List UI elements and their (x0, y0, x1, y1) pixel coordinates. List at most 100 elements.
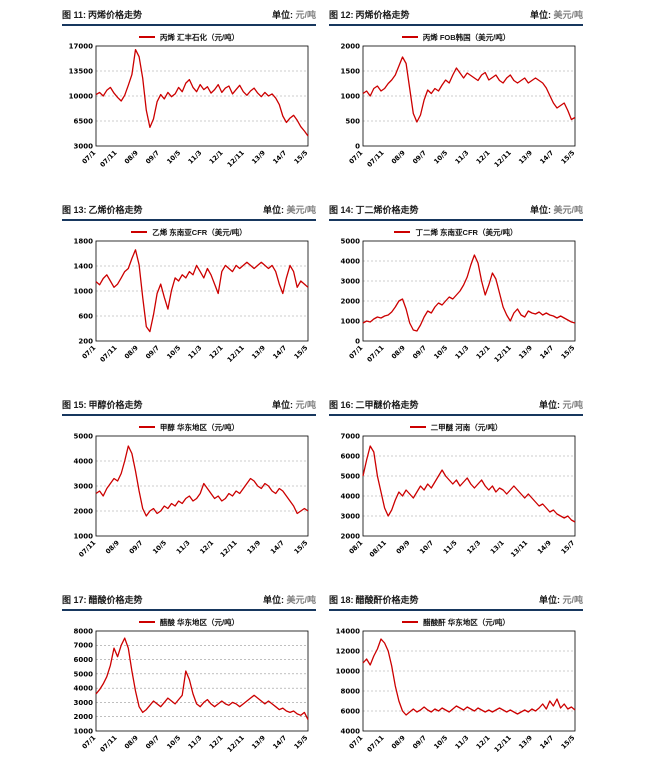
svg-text:3000: 3000 (341, 277, 361, 285)
legend-label: 丙烯 汇丰石化（元/吨） (159, 32, 240, 42)
svg-text:12/11: 12/11 (226, 343, 246, 363)
price-line-chart: 2000 3000 4000 5000 6000 7000 08/1 08/11 09/9 10/… (341, 432, 577, 558)
svg-text:12/1: 12/1 (475, 343, 492, 360)
svg-text:0: 0 (355, 142, 360, 150)
svg-text:07/11: 07/11 (365, 148, 385, 168)
unit-prefix: 单位: (262, 205, 284, 215)
chart-legend: 二甲醚 河南（元/吨） (329, 422, 583, 432)
figure-header: 图 11: 丙烯价格走势 单位: 元/吨 (62, 8, 316, 26)
svg-text:1400: 1400 (74, 262, 94, 270)
svg-text:13/9: 13/9 (517, 148, 534, 165)
legend-line-icon (138, 621, 155, 623)
svg-text:12/11: 12/11 (226, 733, 246, 753)
svg-text:10/5: 10/5 (165, 148, 182, 165)
figure-block-13: 图 13: 乙烯价格走势 单位: 美元/吨 乙烯 东南亚CFR（美元/吨） 200… (62, 203, 316, 377)
svg-text:09/7: 09/7 (411, 734, 428, 751)
svg-text:12/1: 12/1 (208, 343, 225, 360)
unit-prefix: 单位: (262, 595, 284, 605)
figure-title: 图 13: 乙烯价格走势 (62, 203, 145, 216)
svg-text:600: 600 (78, 312, 93, 320)
unit-value: 元/吨 (295, 10, 316, 20)
figure-block-16: 图 16: 二甲醚价格走势 单位: 元/吨 二甲醚 河南（元/吨） 2000 300… (329, 398, 583, 572)
svg-text:3000: 3000 (74, 482, 94, 490)
unit-prefix: 单位: (538, 400, 560, 410)
svg-text:11/5: 11/5 (442, 538, 459, 555)
svg-text:09/7: 09/7 (128, 539, 145, 556)
svg-text:6500: 6500 (74, 117, 94, 125)
legend-line-icon (402, 621, 419, 623)
figure-title-text: 二甲醚价格走势 (355, 400, 419, 410)
svg-text:12/11: 12/11 (219, 538, 239, 558)
svg-text:10/5: 10/5 (432, 148, 449, 165)
unit-prefix: 单位: (529, 10, 551, 20)
unit-label: 单位: 元/吨 (272, 8, 316, 21)
unit-value: 美元/吨 (286, 205, 316, 215)
unit-value: 美元/吨 (286, 595, 316, 605)
unit-value: 元/吨 (562, 595, 583, 605)
svg-text:12/1: 12/1 (475, 733, 492, 750)
svg-text:15/5: 15/5 (292, 343, 309, 360)
figure-header: 图 18: 醋酸酐价格走势 单位: 元/吨 (329, 593, 583, 611)
svg-text:200: 200 (78, 337, 93, 345)
chart-legend: 甲醇 华东地区（元/吨） (62, 422, 316, 432)
svg-text:14/9: 14/9 (536, 538, 553, 555)
svg-text:07/11: 07/11 (98, 733, 118, 753)
unit-value: 美元/吨 (553, 10, 583, 20)
svg-text:7000: 7000 (74, 642, 94, 650)
figure-title-text: 醋酸酐价格走势 (355, 595, 419, 605)
figure-number: 图 12: (329, 10, 354, 20)
figure-number: 图 18: (329, 595, 354, 605)
svg-text:12/11: 12/11 (493, 733, 513, 753)
svg-text:13/9: 13/9 (517, 733, 534, 750)
legend-line-icon (409, 426, 426, 428)
svg-text:5000: 5000 (74, 670, 94, 678)
unit-label: 单位: 元/吨 (539, 398, 583, 411)
svg-text:08/9: 08/9 (104, 538, 121, 555)
svg-text:15/5: 15/5 (292, 733, 309, 750)
svg-text:1000: 1000 (341, 92, 361, 100)
svg-text:07/1: 07/1 (80, 733, 97, 750)
unit-value: 美元/吨 (553, 205, 583, 215)
price-line-chart: 3000 6500 10000 13500 17000 07/1 07/11 08/9 09/7… (69, 42, 310, 168)
figure-title-text: 乙烯价格走势 (88, 205, 143, 215)
svg-text:12/1: 12/1 (198, 538, 215, 555)
svg-text:5000: 5000 (74, 432, 94, 440)
svg-text:1000: 1000 (341, 317, 361, 325)
svg-text:13/11: 13/11 (509, 538, 529, 558)
svg-text:10/7: 10/7 (418, 539, 435, 556)
legend-line-icon (138, 36, 155, 38)
svg-text:09/7: 09/7 (144, 734, 161, 751)
chart-legend: 丙烯 汇丰石化（元/吨） (62, 32, 316, 42)
svg-text:12/3: 12/3 (465, 539, 482, 556)
chart-legend: 乙烯 东南亚CFR（美元/吨） (62, 227, 316, 237)
svg-text:15/5: 15/5 (292, 538, 309, 555)
svg-text:12/11: 12/11 (493, 148, 513, 168)
svg-text:07/1: 07/1 (347, 148, 364, 165)
unit-value: 元/吨 (562, 400, 583, 410)
figure-title-text: 丙烯价格走势 (88, 10, 143, 20)
svg-text:07/1: 07/1 (347, 343, 364, 360)
svg-text:08/11: 08/11 (368, 538, 388, 558)
svg-text:500: 500 (345, 117, 360, 125)
svg-text:14000: 14000 (336, 627, 360, 635)
svg-text:13/9: 13/9 (245, 538, 262, 555)
svg-text:15/5: 15/5 (292, 148, 309, 165)
legend-label: 丁二烯 东南亚CFR（美元/吨） (415, 227, 518, 237)
svg-text:14/7: 14/7 (538, 149, 555, 166)
unit-label: 单位: 元/吨 (539, 593, 583, 606)
unit-label: 单位: 美元/吨 (263, 593, 316, 606)
svg-text:08/9: 08/9 (390, 733, 407, 750)
svg-text:17000: 17000 (69, 42, 93, 50)
svg-text:12000: 12000 (336, 647, 360, 655)
legend-label: 醋酸 华东地区（元/吨） (159, 617, 240, 627)
chart-legend: 醋酸酐 华东地区（元/吨） (329, 617, 583, 627)
svg-text:2000: 2000 (341, 532, 361, 540)
chart-legend: 丁二烯 东南亚CFR（美元/吨） (329, 227, 583, 237)
figure-title: 图 11: 丙烯价格走势 (62, 8, 144, 21)
chart-legend: 醋酸 华东地区（元/吨） (62, 617, 316, 627)
svg-text:12/1: 12/1 (475, 148, 492, 165)
legend-line-icon (131, 231, 148, 233)
unit-label: 单位: 元/吨 (272, 398, 316, 411)
